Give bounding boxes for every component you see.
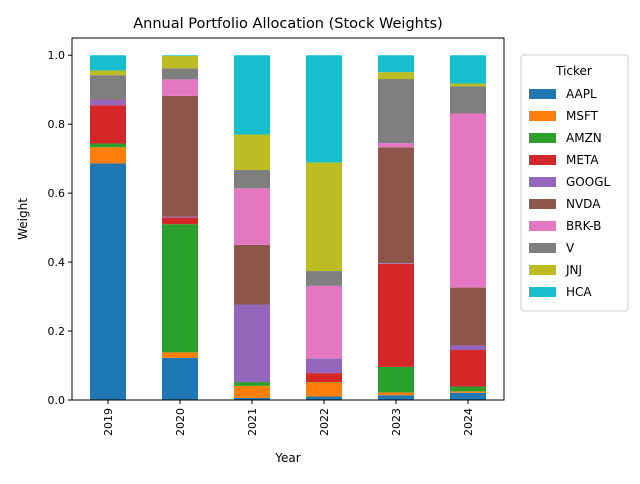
- bar-segment-amzn-2020: [162, 224, 198, 352]
- legend: Ticker AAPL MSFT AMZN META GOOGL NVDA BRK-B V JNJ…: [521, 55, 628, 311]
- bar-segment-amzn-2023: [378, 367, 414, 393]
- y-tick-label: 0.0: [48, 394, 66, 407]
- bar-segment-jnj-2021: [234, 135, 270, 171]
- bar-segment-brk-b-2022: [306, 286, 342, 358]
- bar-segment-brk-b-2024: [450, 114, 486, 288]
- legend-swatch-aapl: [529, 89, 556, 99]
- legend-swatch-googl: [529, 177, 556, 187]
- bar-segment-googl-2021: [234, 305, 270, 383]
- bar-segment-meta-2023: [378, 264, 414, 367]
- bar-segment-jnj-2023: [378, 72, 414, 79]
- legend-title: Ticker: [555, 64, 592, 78]
- bar-segment-aapl-2022: [306, 397, 342, 400]
- bar-segment-meta-2024: [450, 350, 486, 387]
- y-axis: 0.0 0.2 0.4 0.6 0.8 1.0: [48, 49, 73, 407]
- bar-segment-googl-2020: [162, 217, 198, 218]
- bar-segment-hca-2021: [234, 55, 270, 134]
- bar-segment-hca-2020: [162, 55, 198, 56]
- bar-segment-msft-2022: [306, 382, 342, 396]
- legend-label-nvda: NVDA: [566, 197, 601, 211]
- x-tick-label: 2024: [462, 408, 475, 436]
- bar-segment-nvda-2019: [90, 99, 126, 100]
- bar-segment-meta-2019: [90, 105, 126, 143]
- bar-segment-msft-2019: [90, 147, 126, 163]
- bar-segment-jnj-2020: [162, 56, 198, 68]
- legend-swatch-meta: [529, 155, 556, 165]
- x-tick-label: 2022: [318, 408, 331, 436]
- bar-segment-jnj-2024: [450, 84, 486, 87]
- legend-label-googl: GOOGL: [566, 175, 610, 189]
- y-tick-label: 1.0: [48, 49, 66, 62]
- bar-segment-googl-2024: [450, 346, 486, 350]
- bar-segment-amzn-2024: [450, 387, 486, 392]
- legend-label-amzn: AMZN: [566, 131, 602, 145]
- legend-swatch-jnj: [529, 265, 556, 275]
- bar-segment-msft-2021: [234, 386, 270, 398]
- legend-label-meta: META: [566, 153, 599, 167]
- x-tick-label: 2020: [174, 408, 187, 436]
- y-tick-label: 0.8: [48, 118, 66, 131]
- bar-segment-v-2021: [234, 170, 270, 188]
- x-axis: 2019 2020 2021 2022 2023 2024: [102, 400, 475, 436]
- bar-segment-v-2019: [90, 75, 126, 99]
- chart-title: Annual Portfolio Allocation (Stock Weigh…: [133, 16, 442, 32]
- bar-segment-v-2024: [450, 86, 486, 113]
- bar-segment-googl-2023: [378, 263, 414, 264]
- legend-label-jnj: JNJ: [565, 263, 582, 277]
- x-tick-label: 2021: [246, 408, 259, 436]
- bar-segment-brk-b-2020: [162, 79, 198, 96]
- bar-segment-aapl-2024: [450, 393, 486, 400]
- bar-segment-nvda-2021: [234, 245, 270, 305]
- x-tick-label: 2023: [390, 408, 403, 436]
- bar-segment-hca-2024: [450, 55, 486, 83]
- bar-segment-googl-2019: [90, 100, 126, 106]
- bar-segment-v-2023: [378, 79, 414, 143]
- bar-segment-nvda-2024: [450, 288, 486, 346]
- y-axis-label: Weight: [16, 198, 30, 240]
- bar-segment-googl-2022: [306, 359, 342, 373]
- bar-segment-hca-2022: [306, 55, 342, 162]
- bar-segment-hca-2023: [378, 55, 414, 72]
- x-tick-label: 2019: [102, 408, 115, 436]
- bar-segment-brk-b-2023: [378, 143, 414, 147]
- y-tick-label: 0.2: [48, 325, 66, 338]
- bar-segment-brk-b-2021: [234, 188, 270, 245]
- plot-frame: [72, 38, 504, 400]
- y-tick-label: 0.4: [48, 256, 66, 269]
- bar-segment-msft-2023: [378, 392, 414, 395]
- legend-swatch-amzn: [529, 133, 556, 143]
- bar-segment-msft-2024: [450, 391, 486, 392]
- y-tick-label: 0.6: [48, 187, 66, 200]
- bar-segment-nvda-2020: [162, 96, 198, 217]
- x-axis-label: Year: [274, 451, 300, 465]
- legend-swatch-hca: [529, 287, 556, 297]
- bar-segment-v-2022: [306, 271, 342, 286]
- legend-label-brk-b: BRK-B: [566, 219, 601, 233]
- legend-swatch-brk-b: [529, 221, 556, 231]
- bar-segment-meta-2020: [162, 218, 198, 225]
- bar-segment-amzn-2019: [90, 143, 126, 147]
- bar-segment-nvda-2023: [378, 147, 414, 263]
- legend-label-aapl: AAPL: [566, 87, 597, 101]
- legend-label-v: V: [566, 241, 575, 255]
- legend-swatch-v: [529, 243, 556, 253]
- bar-segment-amzn-2021: [234, 382, 270, 386]
- bar-segment-hca-2019: [90, 55, 126, 70]
- bar-segment-meta-2022: [306, 373, 342, 382]
- bar-segment-jnj-2019: [90, 70, 126, 75]
- legend-swatch-msft: [529, 111, 556, 121]
- bar-segment-aapl-2019: [90, 163, 126, 400]
- legend-swatch-nvda: [529, 199, 556, 209]
- bar-segment-v-2020: [162, 68, 198, 79]
- bar-segment-jnj-2022: [306, 162, 342, 271]
- bar-segment-aapl-2023: [378, 395, 414, 400]
- bar-segment-msft-2020: [162, 352, 198, 358]
- bar-segment-aapl-2020: [162, 358, 198, 400]
- bars-group: [90, 55, 486, 400]
- legend-label-hca: HCA: [566, 285, 592, 299]
- legend-label-msft: MSFT: [566, 109, 599, 123]
